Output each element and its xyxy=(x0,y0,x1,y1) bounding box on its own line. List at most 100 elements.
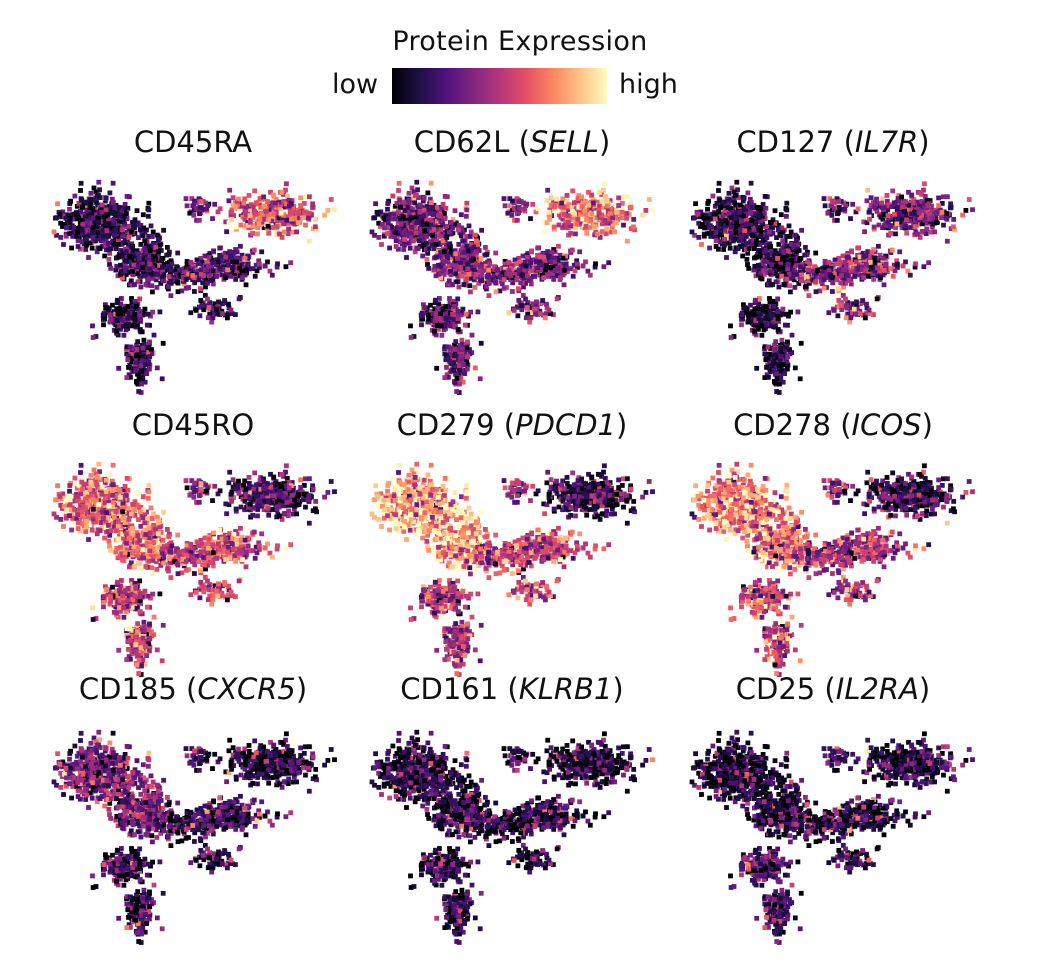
cell-point xyxy=(284,201,289,207)
cell-point xyxy=(146,359,152,365)
cell-point xyxy=(135,322,140,328)
cell-point xyxy=(258,198,263,204)
cell-point xyxy=(464,207,470,213)
cell-point xyxy=(484,274,490,279)
cell-point xyxy=(245,220,251,225)
cell-point xyxy=(193,308,199,313)
cell-point xyxy=(464,200,470,206)
cell-point xyxy=(453,251,459,257)
cell-point xyxy=(564,193,570,198)
cell-point xyxy=(256,221,262,227)
cell-point xyxy=(446,374,451,380)
cell-point xyxy=(516,199,522,204)
cell-point xyxy=(442,258,447,264)
cell-point xyxy=(159,376,165,382)
cell-point xyxy=(894,221,900,227)
cell-point xyxy=(90,215,96,221)
cell-point xyxy=(425,190,431,196)
cell-point xyxy=(228,213,234,218)
cell-point xyxy=(246,198,252,204)
cell-point xyxy=(715,231,721,237)
cell-point xyxy=(583,223,589,229)
cell-point xyxy=(784,243,790,249)
cell-point xyxy=(575,196,581,201)
cell-point xyxy=(414,220,420,225)
cell-point xyxy=(478,268,483,274)
cell-point xyxy=(123,272,129,277)
cell-point xyxy=(884,198,890,204)
cell-point xyxy=(579,225,585,230)
cell-point xyxy=(785,261,791,267)
cell-point xyxy=(168,267,173,273)
cell-point xyxy=(151,257,156,263)
cell-point xyxy=(767,241,773,247)
cell-point xyxy=(763,205,769,211)
cell-point xyxy=(921,187,926,193)
cell-point xyxy=(240,265,246,271)
cell-point xyxy=(432,328,437,334)
cell-point xyxy=(409,209,415,215)
gene-name: SELL xyxy=(529,125,599,159)
cell-point xyxy=(392,203,398,209)
cell-point xyxy=(208,278,214,283)
cell-point xyxy=(535,265,541,271)
cell-point xyxy=(749,229,754,235)
cell-point xyxy=(927,198,933,203)
cell-point xyxy=(551,204,557,210)
cell-point xyxy=(903,211,909,217)
cell-point xyxy=(128,352,134,357)
cell-point xyxy=(549,250,555,255)
cell-point xyxy=(775,256,780,261)
cell-point xyxy=(409,224,414,230)
cell-point xyxy=(279,215,285,221)
cell-point xyxy=(145,271,151,276)
cell-point xyxy=(742,228,748,234)
cell-point xyxy=(328,197,334,202)
cell-point xyxy=(545,249,551,254)
cell-point xyxy=(254,211,259,217)
cell-point xyxy=(561,209,567,214)
cell-point xyxy=(74,234,80,239)
cell-point xyxy=(865,187,871,193)
cell-point xyxy=(425,312,431,318)
cell-point xyxy=(477,376,483,382)
cell-point xyxy=(214,274,220,279)
cell-point xyxy=(283,187,288,193)
cell-point xyxy=(415,246,421,251)
cell-point xyxy=(515,313,521,319)
cell-point xyxy=(203,284,208,290)
cell-point xyxy=(762,194,768,199)
cell-point xyxy=(631,224,636,230)
cell-point xyxy=(735,195,741,200)
cell-point xyxy=(758,249,763,255)
cell-point xyxy=(392,216,398,222)
cell-point xyxy=(112,205,117,210)
cell-point xyxy=(529,248,534,254)
cell-point xyxy=(744,217,749,223)
cell-point xyxy=(452,347,458,352)
cell-point xyxy=(443,304,449,310)
cell-point xyxy=(486,278,492,284)
cell-point xyxy=(230,195,236,201)
cell-point xyxy=(721,205,727,211)
cell-point xyxy=(712,216,718,222)
cell-point xyxy=(253,200,259,206)
cell-point xyxy=(698,209,704,215)
cell-point xyxy=(568,231,574,236)
cell-point xyxy=(528,268,534,274)
cell-point xyxy=(126,242,131,248)
cell-point xyxy=(889,204,895,210)
cell-point xyxy=(445,254,451,259)
cell-point xyxy=(234,263,240,268)
cell-point xyxy=(301,209,307,215)
cell-point xyxy=(528,315,534,321)
cell-point xyxy=(944,211,950,216)
cell-point xyxy=(893,225,899,230)
cell-point xyxy=(475,274,480,280)
cell-point xyxy=(255,225,261,230)
cell-point xyxy=(520,293,526,298)
cell-point xyxy=(761,246,766,252)
cell-point xyxy=(758,209,764,215)
cell-point xyxy=(213,306,219,312)
cell-point xyxy=(592,224,598,229)
